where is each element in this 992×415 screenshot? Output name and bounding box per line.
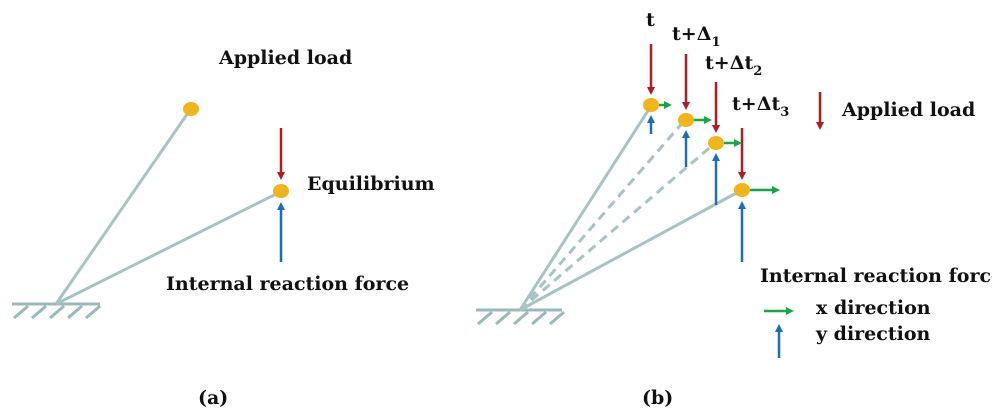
bar-t2-dashed bbox=[519, 142, 715, 312]
legend-x-direction-label: x direction bbox=[816, 297, 931, 319]
panel-b: t t+Δ1 t+Δt2 t+Δt3 Applied load Internal… bbox=[476, 9, 992, 409]
caption-a: (a) bbox=[198, 387, 228, 409]
legend-applied-load-label: Applied load bbox=[841, 99, 975, 121]
bar-equilibrium-a bbox=[55, 190, 281, 306]
caption-b: (b) bbox=[642, 387, 673, 409]
ground-support-a bbox=[12, 302, 101, 320]
equilibrium-label: Equilibrium bbox=[307, 173, 435, 195]
bar-t3 bbox=[519, 189, 741, 312]
node-t2 bbox=[708, 136, 724, 150]
node-initial-a bbox=[183, 102, 199, 116]
ground-support-b bbox=[476, 308, 565, 326]
node-t3 bbox=[734, 183, 750, 197]
applied-load-label-a: Applied load bbox=[218, 47, 352, 69]
bar-t bbox=[518, 105, 653, 311]
node-equilibrium-a bbox=[273, 184, 289, 198]
time-label-t1: t+Δ1 bbox=[672, 23, 721, 50]
legend-y-direction-label: y direction bbox=[815, 323, 930, 345]
time-label-t: t bbox=[646, 9, 655, 31]
bar-initial-a bbox=[54, 109, 192, 305]
time-label-t2: t+Δt2 bbox=[705, 52, 762, 79]
panel-a: Applied load Equilibrium Internal reacti… bbox=[12, 47, 435, 409]
internal-force-label-a: Internal reaction force bbox=[166, 273, 409, 295]
node-t1 bbox=[678, 113, 694, 127]
bar-t1-dashed bbox=[518, 120, 686, 311]
legend-internal-force-label: Internal reaction force bbox=[760, 265, 992, 287]
node-t bbox=[643, 98, 659, 112]
time-label-t3: t+Δt3 bbox=[732, 93, 789, 120]
